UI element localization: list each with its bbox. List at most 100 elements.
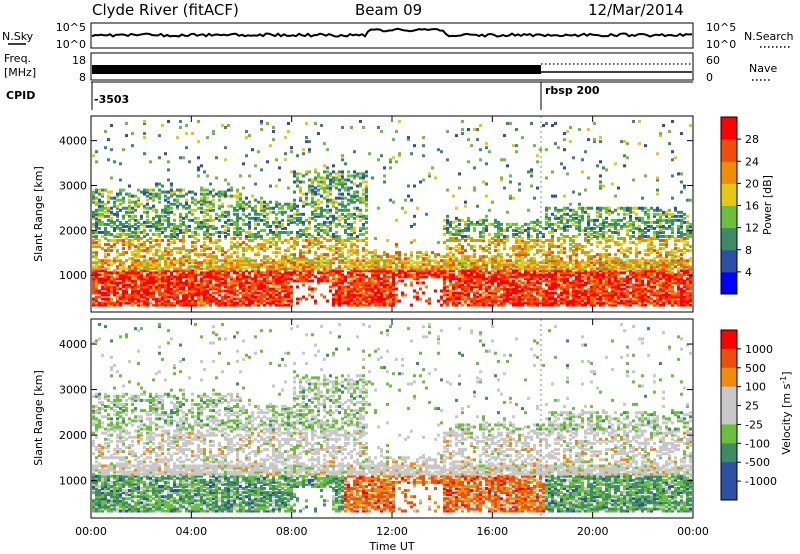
- heatmap-cell: [275, 158, 278, 162]
- heatmap-cell: [353, 226, 356, 230]
- heatmap-cell: [518, 263, 521, 267]
- heatmap-cell: [464, 204, 467, 208]
- heatmap-cell: [179, 202, 182, 206]
- heatmap-cell: [299, 259, 302, 263]
- heatmap-cell: [335, 289, 338, 293]
- heatmap-cell: [296, 180, 299, 184]
- heatmap-cell: [239, 277, 242, 281]
- heatmap-cell: [278, 234, 281, 238]
- heatmap-cell: [422, 144, 425, 148]
- heatmap-cell: [560, 263, 563, 267]
- heatmap-cell: [494, 255, 497, 259]
- heatmap-cell: [101, 259, 104, 263]
- heatmap-cell: [104, 291, 107, 295]
- heatmap-cell: [200, 249, 203, 253]
- heatmap-cell: [485, 287, 488, 291]
- heatmap-cell: [512, 245, 515, 249]
- heatmap-cell: [209, 237, 212, 241]
- heatmap-cell: [170, 228, 173, 232]
- heatmap-cell: [206, 188, 209, 192]
- heatmap-cell: [329, 263, 332, 267]
- heatmap-cell: [272, 222, 275, 226]
- heatmap-cell: [248, 263, 251, 267]
- heatmap-cell: [296, 230, 299, 234]
- heatmap-cell: [167, 301, 170, 305]
- heatmap-cell: [209, 214, 212, 218]
- heatmap-cell: [344, 301, 347, 305]
- heatmap-cell: [515, 281, 518, 285]
- heatmap-cell: [512, 269, 515, 273]
- heatmap-cell: [164, 247, 167, 251]
- heatmap-cell: [482, 239, 485, 243]
- heatmap-cell: [185, 132, 188, 136]
- heatmap-cell: [440, 269, 443, 273]
- heatmap-cell: [113, 279, 116, 283]
- heatmap-cell: [278, 247, 281, 251]
- heatmap-cell: [470, 247, 473, 251]
- heatmap-cell: [290, 277, 293, 281]
- heatmap-cell: [269, 261, 272, 265]
- heatmap-cell: [263, 222, 266, 226]
- heatmap-cell: [188, 293, 191, 297]
- heatmap-cell: [515, 291, 518, 295]
- heatmap-cell: [95, 241, 98, 245]
- heatmap-cell: [305, 136, 308, 140]
- heatmap-cell: [272, 291, 275, 295]
- heatmap-cell: [152, 253, 155, 257]
- heatmap-cell: [413, 295, 416, 299]
- heatmap-cell: [107, 232, 110, 236]
- heatmap-cell: [485, 281, 488, 285]
- heatmap-cell: [395, 297, 398, 301]
- heatmap-cell: [335, 196, 338, 200]
- heatmap-cell: [296, 237, 299, 241]
- heatmap-cell: [257, 299, 260, 303]
- heatmap-cell: [440, 267, 443, 271]
- heatmap-cell: [200, 202, 203, 206]
- heatmap-cell: [326, 247, 329, 251]
- heatmap-cell: [542, 245, 545, 249]
- heatmap-cell: [503, 285, 506, 289]
- heatmap-cell: [419, 255, 422, 259]
- heatmap-cell: [425, 257, 428, 261]
- heatmap-cell: [296, 172, 299, 176]
- heatmap-cell: [119, 202, 122, 206]
- heatmap-cell: [209, 271, 212, 275]
- heatmap-cell: [167, 196, 170, 200]
- heatmap-cell: [362, 172, 365, 176]
- heatmap-cell: [122, 295, 125, 299]
- heatmap-cell: [275, 283, 278, 287]
- heatmap-cell: [536, 285, 539, 289]
- freq-tick-bottom: 8: [79, 71, 86, 84]
- heatmap-cell: [410, 263, 413, 267]
- heatmap-cell: [170, 192, 173, 196]
- heatmap-cell: [401, 275, 404, 279]
- heatmap-cell: [287, 291, 290, 295]
- heatmap-cell: [221, 214, 224, 218]
- heatmap-cell: [446, 261, 449, 265]
- heatmap-cell: [92, 243, 95, 247]
- heatmap-cell: [362, 188, 365, 192]
- heatmap-cell: [224, 234, 227, 238]
- heatmap-cell: [326, 194, 329, 198]
- heatmap-cell: [371, 275, 374, 279]
- heatmap-cell: [116, 251, 119, 255]
- heatmap-cell: [497, 253, 500, 257]
- heatmap-cell: [323, 188, 326, 192]
- heatmap-cell: [179, 190, 182, 194]
- heatmap-cell: [215, 265, 218, 269]
- heatmap-cell: [128, 206, 131, 210]
- heatmap-cell: [113, 301, 116, 305]
- heatmap-cell: [365, 174, 368, 178]
- heatmap-cell: [572, 295, 575, 299]
- heatmap-cell: [554, 299, 557, 303]
- heatmap-cell: [533, 267, 536, 271]
- heatmap-cell: [569, 261, 572, 265]
- heatmap-cell: [308, 150, 311, 154]
- heatmap-cell: [137, 247, 140, 251]
- heatmap-cell: [416, 295, 419, 299]
- heatmap-cell: [146, 251, 149, 255]
- heatmap-cell: [305, 239, 308, 243]
- heatmap-cell: [332, 170, 335, 174]
- heatmap-cell: [155, 232, 158, 236]
